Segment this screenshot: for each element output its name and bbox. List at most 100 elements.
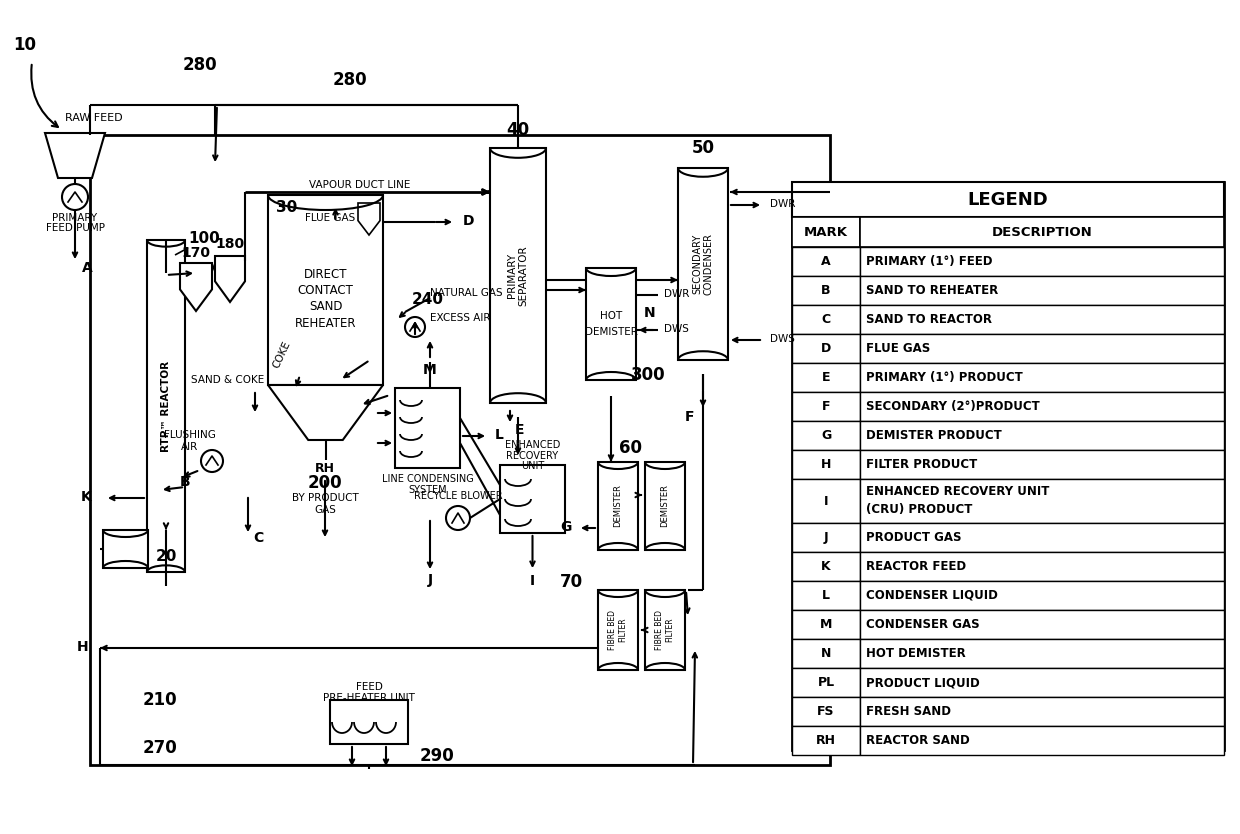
Text: 30: 30 bbox=[277, 199, 298, 214]
Text: D: D bbox=[463, 214, 475, 228]
Text: 300: 300 bbox=[631, 366, 666, 384]
Text: 60: 60 bbox=[619, 439, 641, 457]
Text: CONDENSER LIQUID: CONDENSER LIQUID bbox=[866, 589, 998, 602]
Text: 50: 50 bbox=[692, 139, 714, 157]
Text: ENHANCED RECOVERY UNIT: ENHANCED RECOVERY UNIT bbox=[866, 485, 1049, 498]
Text: C: C bbox=[253, 531, 263, 545]
Text: FS: FS bbox=[817, 705, 835, 718]
Text: K: K bbox=[821, 560, 831, 573]
Bar bbox=[792, 182, 1224, 217]
Text: SAND TO REACTOR: SAND TO REACTOR bbox=[866, 313, 992, 326]
Text: G: G bbox=[560, 520, 572, 534]
Bar bbox=[861, 581, 1224, 610]
Bar bbox=[861, 334, 1224, 363]
Text: UNIT: UNIT bbox=[521, 461, 544, 471]
Text: FEED PUMP: FEED PUMP bbox=[46, 223, 104, 233]
Text: N: N bbox=[821, 647, 831, 660]
Circle shape bbox=[201, 450, 223, 472]
Text: FRESH SAND: FRESH SAND bbox=[866, 705, 951, 718]
Text: PRIMARY
SEPARATOR: PRIMARY SEPARATOR bbox=[507, 245, 528, 306]
Text: DEMISTER: DEMISTER bbox=[584, 327, 637, 337]
Bar bbox=[792, 639, 861, 668]
Text: L: L bbox=[495, 428, 503, 442]
Text: C: C bbox=[821, 313, 831, 326]
Bar bbox=[148, 240, 185, 572]
Bar bbox=[792, 247, 861, 276]
Text: FIBRE BED
FILTER: FIBRE BED FILTER bbox=[609, 610, 627, 650]
Text: LINE CONDENSING: LINE CONDENSING bbox=[382, 474, 474, 484]
Text: AIR: AIR bbox=[181, 442, 198, 452]
Text: VAPOUR DUCT LINE: VAPOUR DUCT LINE bbox=[309, 180, 410, 190]
Text: CONDENSER GAS: CONDENSER GAS bbox=[866, 618, 980, 631]
Bar bbox=[587, 268, 636, 380]
Text: F: F bbox=[822, 400, 831, 413]
Text: HOT: HOT bbox=[600, 311, 622, 321]
Bar bbox=[861, 217, 1224, 247]
Bar bbox=[861, 305, 1224, 334]
Text: N: N bbox=[644, 306, 656, 320]
Text: SECONDARY
CONDENSER: SECONDARY CONDENSER bbox=[692, 233, 714, 295]
Bar bbox=[861, 421, 1224, 450]
Text: 40: 40 bbox=[506, 121, 529, 139]
Bar bbox=[792, 217, 861, 247]
Text: E: E bbox=[822, 371, 831, 384]
Circle shape bbox=[446, 506, 470, 530]
Text: J: J bbox=[823, 531, 828, 544]
Text: H: H bbox=[77, 640, 88, 654]
Text: 180: 180 bbox=[216, 237, 244, 251]
Text: 270: 270 bbox=[143, 739, 177, 757]
Text: PRIMARY (1°) FEED: PRIMARY (1°) FEED bbox=[866, 255, 992, 268]
Text: RECOVERY: RECOVERY bbox=[506, 451, 558, 461]
Text: NATURAL GAS: NATURAL GAS bbox=[430, 288, 502, 298]
Text: FILTER PRODUCT: FILTER PRODUCT bbox=[866, 458, 977, 471]
Text: PRIMARY: PRIMARY bbox=[52, 213, 98, 223]
Bar bbox=[792, 334, 861, 363]
Text: DESCRIPTION: DESCRIPTION bbox=[992, 225, 1092, 239]
Text: PRIMARY (1°) PRODUCT: PRIMARY (1°) PRODUCT bbox=[866, 371, 1023, 384]
Bar bbox=[792, 697, 861, 726]
Bar bbox=[678, 168, 728, 360]
Text: B: B bbox=[180, 475, 190, 489]
Text: G: G bbox=[821, 429, 831, 442]
Bar bbox=[861, 363, 1224, 392]
Text: 280: 280 bbox=[332, 71, 367, 89]
Text: A: A bbox=[82, 261, 93, 275]
Text: HOT DEMISTER: HOT DEMISTER bbox=[866, 647, 966, 660]
Text: MARK: MARK bbox=[804, 225, 848, 239]
Text: DEMISTER: DEMISTER bbox=[614, 485, 622, 527]
Bar bbox=[861, 479, 1224, 523]
Text: M: M bbox=[820, 618, 832, 631]
Bar bbox=[103, 530, 148, 568]
Bar bbox=[792, 363, 861, 392]
Text: EXCESS AIR: EXCESS AIR bbox=[430, 313, 491, 323]
Bar bbox=[268, 195, 383, 385]
Bar bbox=[861, 610, 1224, 639]
Bar bbox=[792, 450, 861, 479]
Text: SYSTEM: SYSTEM bbox=[408, 485, 446, 495]
Text: SAND: SAND bbox=[309, 300, 342, 314]
Bar bbox=[792, 276, 861, 305]
Text: RECYCLE BLOWER: RECYCLE BLOWER bbox=[414, 491, 502, 501]
Text: PRE-HEATER UNIT: PRE-HEATER UNIT bbox=[324, 693, 415, 703]
Bar bbox=[792, 552, 861, 581]
Text: L: L bbox=[822, 589, 830, 602]
Text: 240: 240 bbox=[412, 293, 444, 308]
Text: RH: RH bbox=[315, 461, 335, 475]
Text: F: F bbox=[684, 410, 693, 424]
Text: I: I bbox=[529, 574, 536, 588]
Bar bbox=[598, 462, 639, 550]
Text: K: K bbox=[82, 490, 92, 504]
Bar bbox=[396, 388, 460, 468]
Polygon shape bbox=[268, 385, 383, 440]
Text: H: H bbox=[821, 458, 831, 471]
Polygon shape bbox=[180, 263, 212, 311]
Text: 210: 210 bbox=[143, 691, 177, 709]
Bar bbox=[490, 148, 546, 403]
Text: SECONDARY (2°)PRODUCT: SECONDARY (2°)PRODUCT bbox=[866, 400, 1040, 413]
Bar bbox=[861, 523, 1224, 552]
Text: I: I bbox=[823, 495, 828, 508]
Bar bbox=[792, 182, 1224, 750]
Text: SAND TO REHEATER: SAND TO REHEATER bbox=[866, 284, 998, 297]
Text: DWR: DWR bbox=[663, 289, 689, 299]
Text: DWS: DWS bbox=[770, 334, 795, 344]
